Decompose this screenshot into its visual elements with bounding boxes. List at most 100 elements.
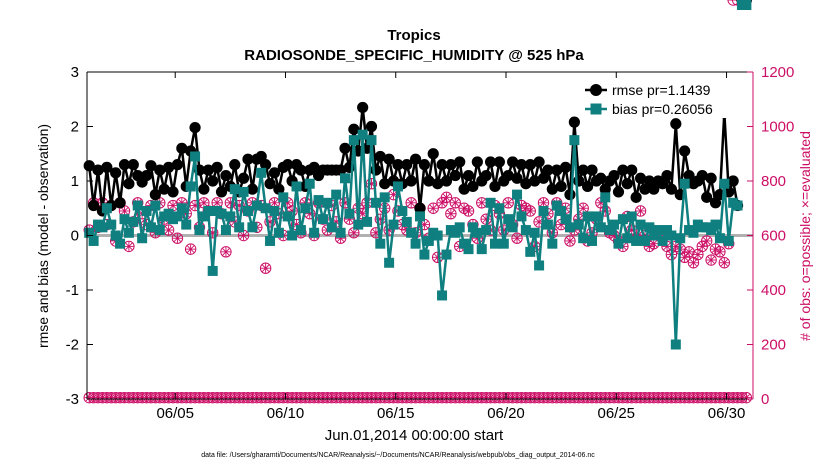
rmse-point	[202, 164, 214, 176]
bias-point	[234, 222, 245, 233]
rmse-point	[211, 161, 223, 173]
rmse-point	[529, 175, 541, 187]
bias-point	[172, 211, 183, 222]
rmse-point	[383, 153, 395, 165]
bias-point	[657, 235, 668, 246]
obs-evaluated-cross	[579, 204, 587, 212]
obs-possible-circle	[714, 246, 726, 258]
rmse-point	[418, 159, 431, 171]
obs-evaluated-cross	[187, 245, 195, 253]
bias-point	[348, 135, 359, 146]
bias-point	[675, 233, 686, 244]
obs-count-point	[714, 246, 726, 258]
rmse-point	[273, 183, 285, 195]
bias-point	[626, 211, 637, 222]
bias-point	[644, 222, 655, 233]
bias-point	[247, 222, 258, 233]
bias-point	[419, 249, 430, 260]
bias-point	[88, 235, 99, 246]
bias-point	[666, 230, 677, 241]
chart-title: Tropics	[387, 27, 440, 44]
rmse-point	[207, 175, 219, 187]
rmse-point	[546, 183, 558, 195]
rmse-point	[454, 156, 466, 168]
obs-count-point	[564, 235, 576, 247]
rmse-point	[427, 148, 439, 160]
obs-possible-circle	[233, 199, 245, 212]
bias-point	[542, 219, 553, 230]
rmse-point	[440, 175, 453, 187]
obs-possible-circle	[259, 262, 272, 274]
obs-evaluated-cross	[389, 190, 398, 199]
bias-point	[203, 205, 214, 216]
obs-evaluated-cross	[438, 199, 446, 207]
bias-point	[190, 151, 201, 162]
bias-point	[397, 205, 408, 216]
rmse-point	[392, 159, 404, 171]
bias-point	[265, 235, 276, 246]
rmse-point	[370, 164, 382, 176]
obs-count-point	[184, 243, 197, 255]
rmse-point	[101, 161, 113, 173]
bias-point	[137, 233, 148, 244]
bias-point	[741, 0, 752, 10]
rmse-point	[507, 156, 519, 168]
rmse-point	[432, 178, 444, 190]
bias-point	[128, 216, 139, 227]
rmse-point	[308, 161, 320, 173]
obs-evaluated-cross	[200, 199, 208, 207]
bias-point	[661, 225, 672, 236]
rmse-point	[83, 160, 95, 172]
obs-count-point	[237, 229, 250, 242]
bias-point	[719, 178, 730, 189]
rmse-point	[709, 197, 722, 209]
bias-point	[154, 225, 165, 236]
bias-point	[260, 203, 271, 214]
rmse-point	[462, 169, 475, 182]
bias-point	[512, 189, 523, 200]
rmse-point	[198, 183, 210, 195]
rmse-point	[630, 191, 642, 203]
rmse-point	[683, 169, 695, 182]
rmse-point	[237, 172, 250, 184]
bias-point	[353, 219, 364, 230]
obs-possible-circle	[705, 254, 717, 266]
bias-point	[648, 230, 659, 241]
legend-bias-label: bias pr=0.26056	[612, 101, 713, 117]
bias-point	[723, 235, 734, 246]
bias-point	[287, 230, 298, 241]
rmse-point	[220, 169, 232, 182]
obs-possible-circle	[445, 208, 457, 220]
bias-line	[88, 133, 739, 346]
rmse-point	[537, 172, 550, 184]
rmse-point	[242, 153, 254, 165]
bias-point	[238, 186, 249, 197]
obs-evaluated-cross	[213, 199, 221, 207]
bias-point	[714, 233, 725, 244]
bias-point	[410, 238, 421, 249]
bias-point	[472, 227, 483, 238]
obs-possible-circle	[440, 191, 453, 204]
bias-point	[613, 238, 624, 249]
bias-point	[110, 230, 121, 241]
bias-point	[556, 205, 567, 216]
rmse-point	[92, 164, 104, 176]
bias-point	[591, 211, 602, 222]
obs-count-point	[705, 254, 717, 266]
bias-point	[176, 203, 187, 214]
bias-point	[362, 216, 373, 227]
obs-evaluated-cross	[535, 218, 543, 226]
rmse-point	[264, 178, 276, 190]
bias-point	[423, 235, 434, 246]
rmse-point	[348, 123, 360, 135]
rmse-point	[489, 180, 501, 193]
y2-tick-label: 400	[761, 282, 786, 299]
obs-possible-circle	[502, 197, 514, 209]
obs-evaluated-cross	[707, 256, 715, 264]
obs-evaluated-cross	[698, 242, 706, 251]
x-tick-label: 06/10	[267, 405, 305, 422]
axes-layer: 06/05 06/10 06/15 06/20 06/25 06/30 -3 -2 -1 0 1 2 3…	[66, 64, 795, 422]
rmse-point	[502, 169, 514, 182]
obs-evaluated-cross	[429, 204, 437, 212]
y2-tick-label: 600	[761, 228, 786, 245]
